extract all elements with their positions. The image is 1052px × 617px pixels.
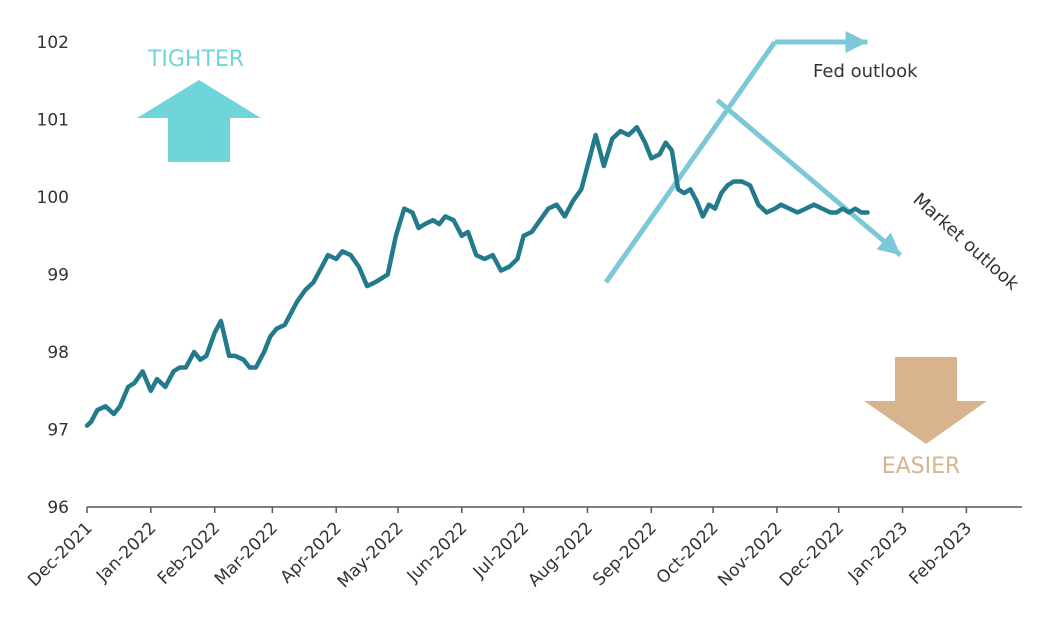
market-outlook-label: Market outlook	[909, 189, 1023, 295]
x-tick-label: Dec-2021	[24, 518, 96, 590]
easier-indicator: EASIER	[864, 357, 987, 479]
y-tick-label: 97	[47, 421, 69, 441]
tighter-indicator: TIGHTER	[137, 47, 261, 162]
x-tick-label: Dec-2022	[776, 518, 848, 590]
x-tick-label: Aug-2022	[524, 518, 597, 591]
x-tick-label: Feb-2023	[906, 518, 976, 588]
x-tick-group: Dec-2021Jan-2022Feb-2022Mar-2022Apr-2022…	[24, 507, 976, 592]
y-tick-label: 100	[37, 188, 69, 208]
market-outlook-line	[715, 98, 903, 258]
down-arrow-icon	[864, 357, 987, 444]
market-outlook-arrowhead-icon	[876, 232, 901, 256]
x-tick-label: Jun-2022	[403, 518, 472, 587]
fed-outlook-label: Fed outlook	[813, 61, 918, 82]
y-tick-label: 101	[37, 111, 69, 131]
tighter-label: TIGHTER	[147, 47, 244, 72]
series-line	[84, 124, 870, 428]
x-tick-label: Jul-2022	[469, 518, 533, 582]
outlook-annotations	[603, 31, 903, 284]
outlook-base-line	[603, 40, 777, 284]
x-tick-label: Mar-2022	[211, 518, 282, 589]
fed-outlook-arrowhead-icon	[845, 31, 868, 53]
easier-label: EASIER	[882, 454, 961, 479]
x-tick-label: May-2022	[334, 518, 408, 592]
y-axis: 96 97 98 99 100 101 102	[37, 33, 69, 518]
x-tick-label: Jan-2022	[92, 518, 160, 586]
x-tick-label: Sep-2022	[589, 518, 661, 590]
series-group	[84, 124, 870, 428]
y-tick-label: 96	[47, 498, 69, 518]
x-tick-label: Jan-2023	[844, 518, 912, 586]
y-tick-label: 98	[47, 343, 69, 363]
x-tick-label: Oct-2022	[653, 518, 723, 588]
y-tick-label: 99	[47, 266, 69, 286]
up-arrow-icon	[137, 80, 261, 162]
x-tick-label: Nov-2022	[714, 518, 786, 590]
y-tick-label: 102	[37, 33, 69, 53]
